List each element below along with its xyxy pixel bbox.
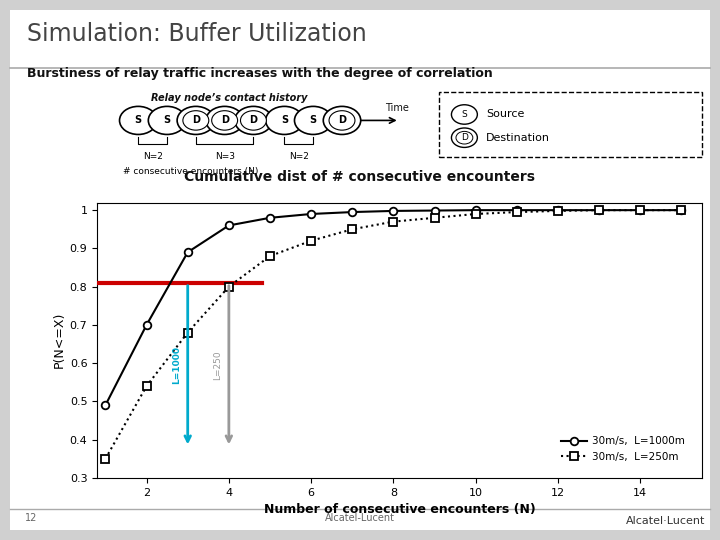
30m/s,  L=250m (431, 214, 439, 221)
Text: Source: Source (486, 110, 524, 119)
30m/s,  L=250m (636, 207, 644, 213)
Circle shape (235, 106, 272, 134)
30m/s,  L=250m (513, 209, 521, 215)
Text: L=250: L=250 (213, 350, 222, 380)
30m/s,  L=1000m (554, 207, 562, 213)
Circle shape (294, 106, 332, 134)
Text: Destination: Destination (486, 133, 550, 143)
30m/s,  L=250m (595, 207, 603, 213)
Text: Burstiness of relay traffic increases with the degree of correlation: Burstiness of relay traffic increases wi… (27, 67, 493, 80)
Text: # consecutive encounters (N): # consecutive encounters (N) (123, 167, 258, 177)
30m/s,  L=250m (225, 284, 233, 290)
Text: Time: Time (385, 103, 409, 113)
Circle shape (183, 111, 209, 130)
Text: S: S (462, 110, 467, 119)
30m/s,  L=250m (143, 383, 151, 389)
Text: D: D (461, 133, 468, 142)
Text: Simulation: Buffer Utilization: Simulation: Buffer Utilization (27, 22, 367, 46)
Text: Alcatel-Lucent: Alcatel-Lucent (325, 514, 395, 523)
Line: 30m/s,  L=1000m: 30m/s, L=1000m (102, 206, 685, 409)
Circle shape (240, 111, 266, 130)
30m/s,  L=1000m (636, 207, 644, 213)
Circle shape (323, 106, 361, 134)
30m/s,  L=1000m (472, 207, 480, 213)
30m/s,  L=250m (101, 456, 109, 462)
Text: S: S (281, 116, 288, 125)
30m/s,  L=1000m (431, 207, 439, 214)
Text: 12: 12 (25, 514, 37, 523)
30m/s,  L=250m (266, 253, 274, 259)
30m/s,  L=250m (554, 208, 562, 214)
30m/s,  L=1000m (225, 222, 233, 229)
Text: D: D (192, 116, 200, 125)
Text: D: D (338, 116, 346, 125)
30m/s,  L=250m (389, 218, 397, 225)
30m/s,  L=1000m (307, 211, 315, 217)
30m/s,  L=1000m (184, 249, 192, 255)
Text: D: D (249, 116, 258, 125)
30m/s,  L=250m (184, 329, 192, 336)
30m/s,  L=1000m (513, 207, 521, 213)
Text: Alcatel·Lucent: Alcatel·Lucent (626, 516, 706, 526)
Circle shape (206, 106, 243, 134)
Text: Relay node’s contact history: Relay node’s contact history (151, 92, 307, 103)
Circle shape (148, 106, 186, 134)
30m/s,  L=1000m (101, 402, 109, 408)
FancyBboxPatch shape (10, 10, 710, 530)
Text: N=3: N=3 (215, 152, 235, 161)
30m/s,  L=250m (472, 211, 480, 217)
Circle shape (212, 111, 238, 130)
Circle shape (451, 128, 477, 147)
Text: L=1000: L=1000 (171, 346, 181, 384)
Circle shape (456, 131, 473, 144)
30m/s,  L=250m (348, 226, 356, 233)
30m/s,  L=250m (677, 207, 685, 213)
30m/s,  L=1000m (595, 207, 603, 213)
Text: D: D (220, 116, 229, 125)
Legend: 30m/s,  L=1000m, 30m/s,  L=250m: 30m/s, L=1000m, 30m/s, L=250m (561, 436, 685, 462)
Text: S: S (135, 116, 142, 125)
Line: 30m/s,  L=250m: 30m/s, L=250m (102, 206, 685, 463)
30m/s,  L=1000m (389, 208, 397, 214)
FancyBboxPatch shape (439, 92, 702, 157)
Text: N=2: N=2 (289, 152, 309, 161)
Text: S: S (163, 116, 171, 125)
30m/s,  L=1000m (677, 207, 685, 213)
Circle shape (120, 106, 157, 134)
Y-axis label: P(N<=X): P(N<=X) (53, 312, 66, 368)
Text: S: S (310, 116, 317, 125)
Circle shape (329, 111, 355, 130)
Text: Cumulative dist of # consecutive encounters: Cumulative dist of # consecutive encount… (184, 170, 536, 184)
X-axis label: Number of consecutive encounters (N): Number of consecutive encounters (N) (264, 503, 536, 516)
Circle shape (451, 105, 477, 124)
Circle shape (177, 106, 215, 134)
Text: N=2: N=2 (143, 152, 163, 161)
30m/s,  L=1000m (348, 209, 356, 215)
30m/s,  L=250m (307, 238, 315, 244)
30m/s,  L=1000m (143, 322, 151, 328)
Circle shape (266, 106, 303, 134)
30m/s,  L=1000m (266, 214, 274, 221)
